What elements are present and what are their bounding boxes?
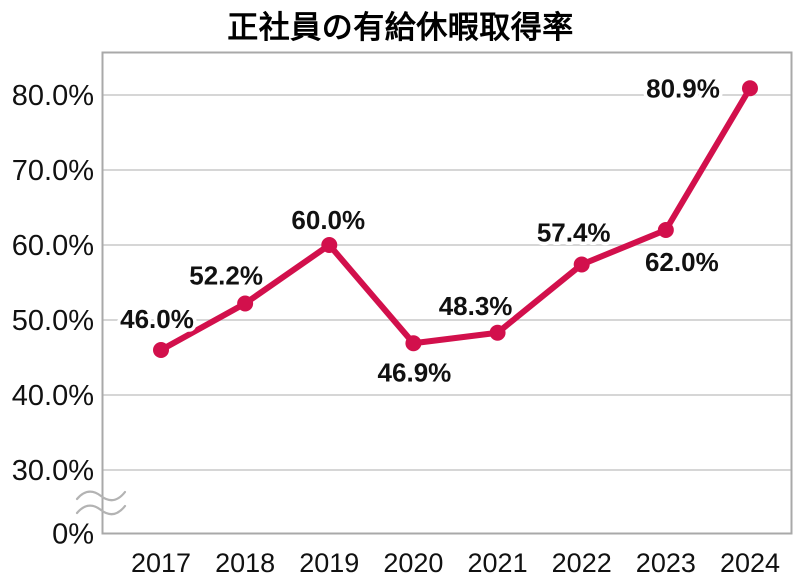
- y-axis-label: 30.0%: [12, 455, 94, 487]
- data-point-marker: [489, 324, 506, 341]
- x-axis-label: 2024: [720, 548, 780, 578]
- data-point-label: 52.2%: [189, 261, 263, 291]
- x-axis-label: 2022: [552, 548, 612, 578]
- data-point-label: 46.9%: [378, 357, 452, 387]
- chart-title: 正社員の有給休暇取得率: [227, 10, 574, 45]
- data-point-label: 46.0%: [120, 304, 194, 334]
- x-axis-label: 2018: [215, 548, 275, 578]
- x-axis-label: 2023: [636, 548, 696, 578]
- y-axis-label: 50.0%: [12, 305, 94, 337]
- y-axis-label: 0%: [52, 519, 94, 551]
- x-axis-label: 2021: [468, 548, 528, 578]
- data-point-marker: [153, 342, 169, 358]
- data-point-marker: [657, 222, 674, 238]
- y-axis-label: 40.0%: [12, 380, 94, 412]
- data-point-label: 60.0%: [291, 205, 365, 235]
- data-point-label: 62.0%: [645, 247, 719, 277]
- plot-border: [101, 51, 793, 535]
- y-axis-label: 70.0%: [12, 155, 94, 187]
- data-point-label: 80.9%: [646, 73, 720, 103]
- axis-break-mark: [75, 490, 127, 502]
- x-axis-label: 2019: [299, 548, 359, 578]
- y-axis-label: 80.0%: [12, 80, 94, 112]
- axis-break-mark: [75, 504, 127, 516]
- data-point-marker: [405, 335, 422, 352]
- data-point-label: 57.4%: [537, 218, 611, 248]
- x-axis-label: 2017: [131, 548, 191, 578]
- y-axis-label: 60.0%: [12, 230, 94, 262]
- data-point-label: 48.3%: [439, 291, 513, 321]
- data-point-marker: [573, 256, 590, 273]
- data-point-marker: [321, 237, 338, 253]
- data-point-marker: [741, 80, 758, 97]
- data-point-marker: [237, 295, 254, 312]
- line-series: [158, 85, 753, 353]
- x-axis-label: 2020: [383, 548, 443, 578]
